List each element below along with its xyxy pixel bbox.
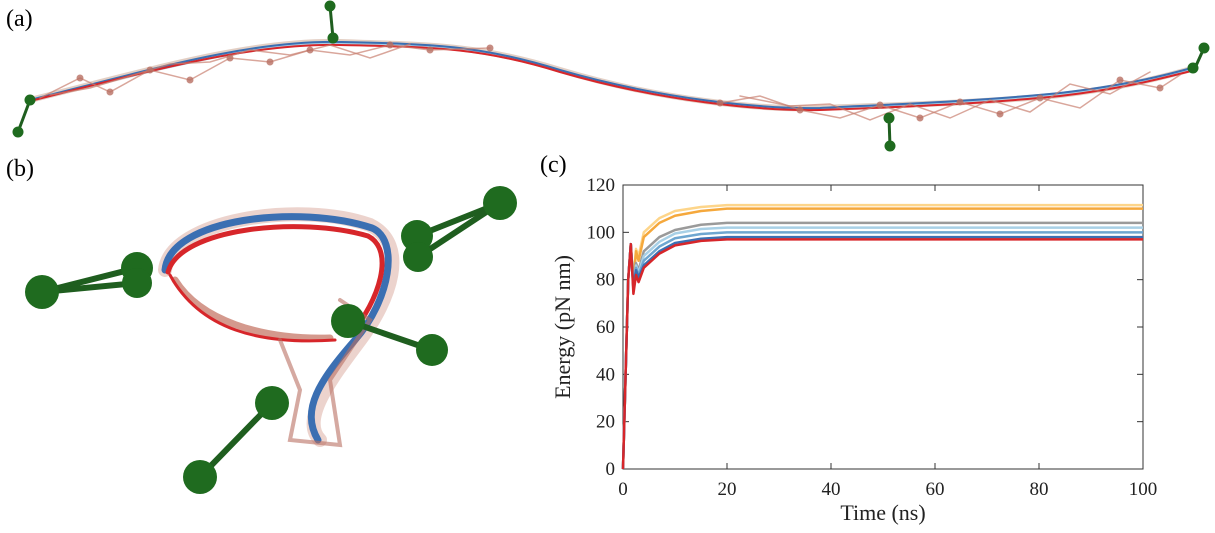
series-line [621,231,1143,470]
axes-box [622,184,1144,470]
y-tick-label: 80 [596,270,615,291]
series-line [621,207,1143,470]
x-tick-label: 40 [822,479,841,500]
y-tick-label: 40 [596,364,615,385]
x-axis-label: Time (ns) [840,500,925,525]
x-tick-label: 20 [718,479,737,500]
x-tick-label: 100 [1129,479,1158,500]
knot-rendering [25,186,517,494]
filament-rendering [12,0,1210,152]
panel-label: (c) [540,152,567,178]
x-tick-label: 80 [1030,479,1049,500]
y-tick-label: 20 [596,412,615,433]
series-line [621,238,1143,470]
series-line [621,226,1143,470]
x-tick-label: 60 [926,479,945,500]
series-line [621,221,1143,470]
y-tick-label: 100 [587,222,616,243]
y-tick-label: 0 [606,459,616,480]
series-line [621,203,1143,470]
energy-plot: Time (ns) Energy (pN nm) 0 20 40 60 80 100 120… [550,175,1157,525]
series-line [621,235,1143,470]
x-tick-label: 0 [618,479,628,500]
y-axis-label: Energy (pN nm) [550,255,575,399]
y-tick-label: 120 [587,175,616,196]
y-tick-label: 60 [596,317,615,338]
panel-label: (a) [6,6,33,32]
panel-label: (b) [6,156,34,182]
